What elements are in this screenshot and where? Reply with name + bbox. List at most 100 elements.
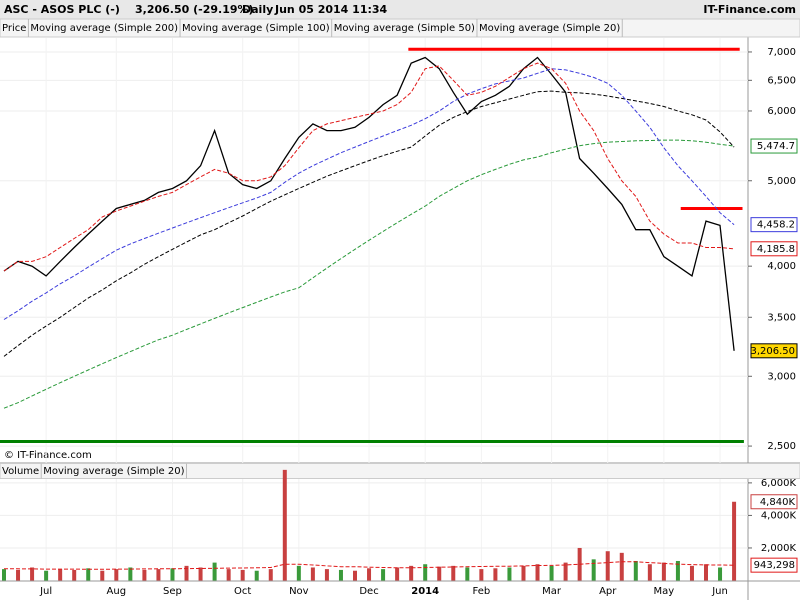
- volume-bar: [479, 569, 484, 581]
- y-tick-label: 6,000K: [761, 478, 797, 489]
- legend-entry: Moving average (Simple 100): [182, 23, 330, 34]
- volume-bar: [324, 569, 329, 581]
- y-tick-label: 4,000K: [761, 510, 797, 521]
- price-line: [3, 56, 735, 351]
- volume-bar: [86, 568, 91, 581]
- volume-bar: [240, 569, 245, 581]
- legend-entry: Moving average (Simple 50): [334, 23, 475, 34]
- x-tick-label: Dec: [359, 586, 378, 597]
- volume-bar: [282, 469, 287, 581]
- x-tick-label: Sep: [163, 586, 182, 597]
- volume-bar: [170, 568, 175, 581]
- volume-bar: [44, 570, 49, 581]
- y-tick-label: 3,000: [767, 371, 796, 382]
- volume-bar: [423, 564, 428, 581]
- volume-bar: [16, 569, 21, 581]
- value-label: 4,185.8: [757, 244, 795, 255]
- volume-bar: [142, 569, 147, 581]
- moving-average: [4, 561, 735, 570]
- volume-bar: [296, 565, 301, 581]
- volume-bar: [718, 567, 723, 581]
- volume-bar: [226, 569, 231, 581]
- moving-average: [3, 90, 735, 357]
- volume-bar: [605, 551, 610, 581]
- volume-bar: [661, 562, 666, 581]
- moving-average: [3, 139, 735, 409]
- legend-entry: Price: [2, 23, 26, 34]
- y-tick-label: 4,000: [767, 261, 796, 272]
- volume-bar: [619, 552, 624, 581]
- volume-bar: [549, 565, 554, 581]
- quote: 3,206.50 (-29.19%): [135, 3, 254, 16]
- volume-bar: [437, 566, 442, 581]
- value-label: 943,298: [754, 560, 795, 571]
- volume-bar: [310, 567, 315, 581]
- volume-bar: [156, 569, 161, 581]
- value-label: 4,840K: [760, 497, 796, 508]
- volume-bar: [338, 569, 343, 581]
- volume-bar: [381, 569, 386, 581]
- x-tick-label: Jun: [711, 586, 728, 597]
- legend-entry: Moving average (Simple 20): [479, 23, 620, 34]
- x-tick-label: Feb: [473, 586, 491, 597]
- volume-bar: [521, 565, 526, 581]
- y-tick-label: 6,500: [767, 75, 796, 86]
- volume-bar: [675, 560, 680, 581]
- copyright: © IT-Finance.com: [4, 450, 92, 461]
- volume-bar: [353, 570, 357, 581]
- legend-entry: Moving average (Simple 200): [30, 23, 178, 34]
- volume-bar: [30, 567, 35, 581]
- brand: IT-Finance.com: [703, 3, 796, 16]
- y-tick-label: 7,000: [767, 47, 796, 58]
- title: ASC - ASOS PLC (-): [4, 3, 120, 16]
- legend-entry: Volume: [2, 466, 39, 477]
- x-tick-label: Jul: [39, 586, 52, 597]
- moving-average: [3, 68, 735, 320]
- value-label: 5,474.7: [757, 141, 795, 152]
- x-tick-label: Mar: [542, 586, 562, 597]
- y-tick-label: 2,500: [767, 441, 796, 452]
- legend-entry: Moving average (Simple 20): [43, 466, 184, 477]
- date: Jun 05 2014 11:34: [274, 3, 388, 16]
- y-tick-label: 5,000: [767, 176, 796, 187]
- volume-bar: [507, 567, 512, 581]
- volume-bar: [732, 501, 737, 581]
- volume-bar: [451, 565, 456, 581]
- value-label: 3,206.50: [750, 346, 795, 357]
- volume-bar: [114, 569, 119, 581]
- value-label: 4,458.2: [757, 220, 795, 231]
- legend-bar: [0, 463, 800, 479]
- volume-bar: [563, 562, 568, 581]
- x-tick-label: Aug: [107, 586, 127, 597]
- value-label-box: [750, 557, 798, 573]
- volume-bar: [72, 569, 77, 581]
- value-label-box: [750, 343, 798, 359]
- volume-bar: [367, 568, 372, 581]
- volume-bar: [591, 559, 596, 581]
- value-label-box: [750, 138, 798, 154]
- x-tick-label: Oct: [234, 586, 251, 597]
- volume-bar: [100, 570, 105, 581]
- x-tick-label: 2014: [411, 586, 439, 597]
- volume-bar: [128, 567, 133, 581]
- period: Daily: [242, 3, 273, 16]
- volume-bar: [465, 567, 470, 581]
- volume-bar: [535, 564, 540, 581]
- header-bar: [0, 0, 800, 19]
- value-label-box: [750, 494, 798, 510]
- x-tick-label: Apr: [599, 586, 617, 597]
- volume-bar: [212, 562, 217, 581]
- volume-bar: [268, 569, 273, 581]
- volume-bar: [2, 569, 6, 581]
- legend-bar: [0, 18, 800, 38]
- x-tick-label: Nov: [289, 586, 309, 597]
- volume-bar: [647, 564, 652, 581]
- volume-bar: [395, 567, 400, 581]
- volume-bar: [198, 567, 203, 581]
- x-tick-label: May: [654, 586, 675, 597]
- volume-bar: [254, 570, 259, 581]
- volume-bar: [689, 565, 694, 581]
- volume-bar: [704, 564, 708, 581]
- y-tick-label: 2,000K: [761, 543, 797, 554]
